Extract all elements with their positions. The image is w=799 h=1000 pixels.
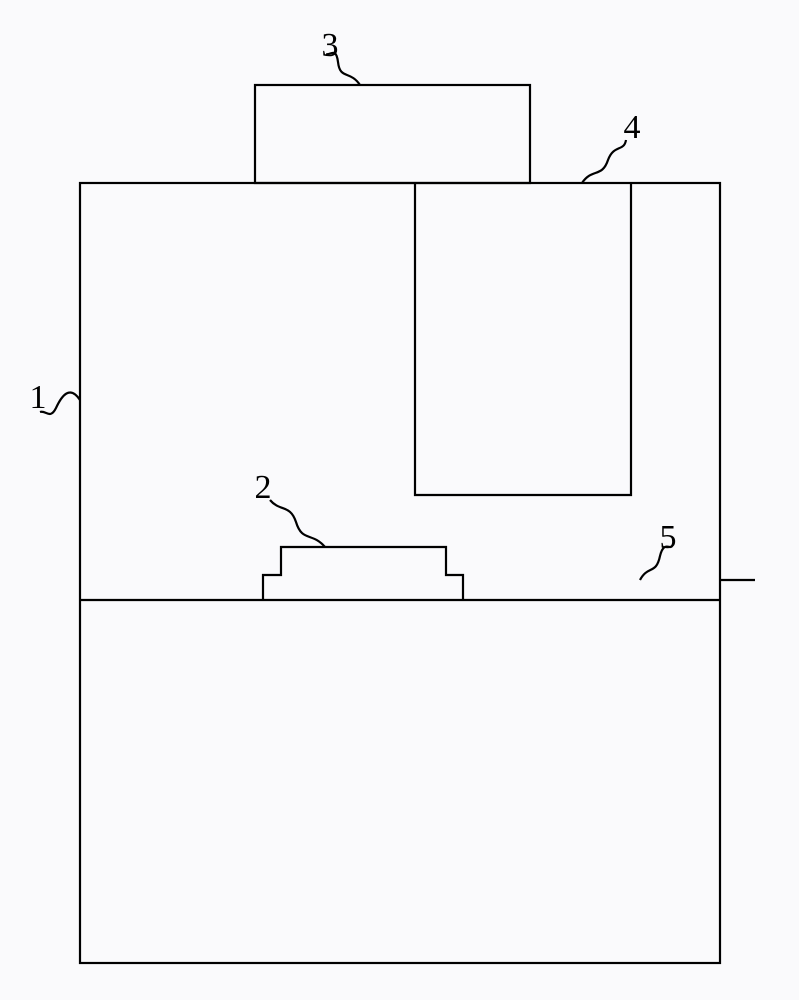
geometry-group [0, 0, 755, 963]
leaders-group [40, 53, 672, 580]
label-3: 3 [322, 27, 339, 64]
diagram-svg: 1 2 3 4 5 [0, 0, 799, 1000]
label-4: 4 [624, 109, 641, 146]
label-5: 5 [660, 519, 677, 556]
label-2: 2 [255, 469, 272, 506]
label-1: 1 [30, 379, 47, 416]
diagram-canvas: 1 2 3 4 5 [0, 0, 799, 1000]
